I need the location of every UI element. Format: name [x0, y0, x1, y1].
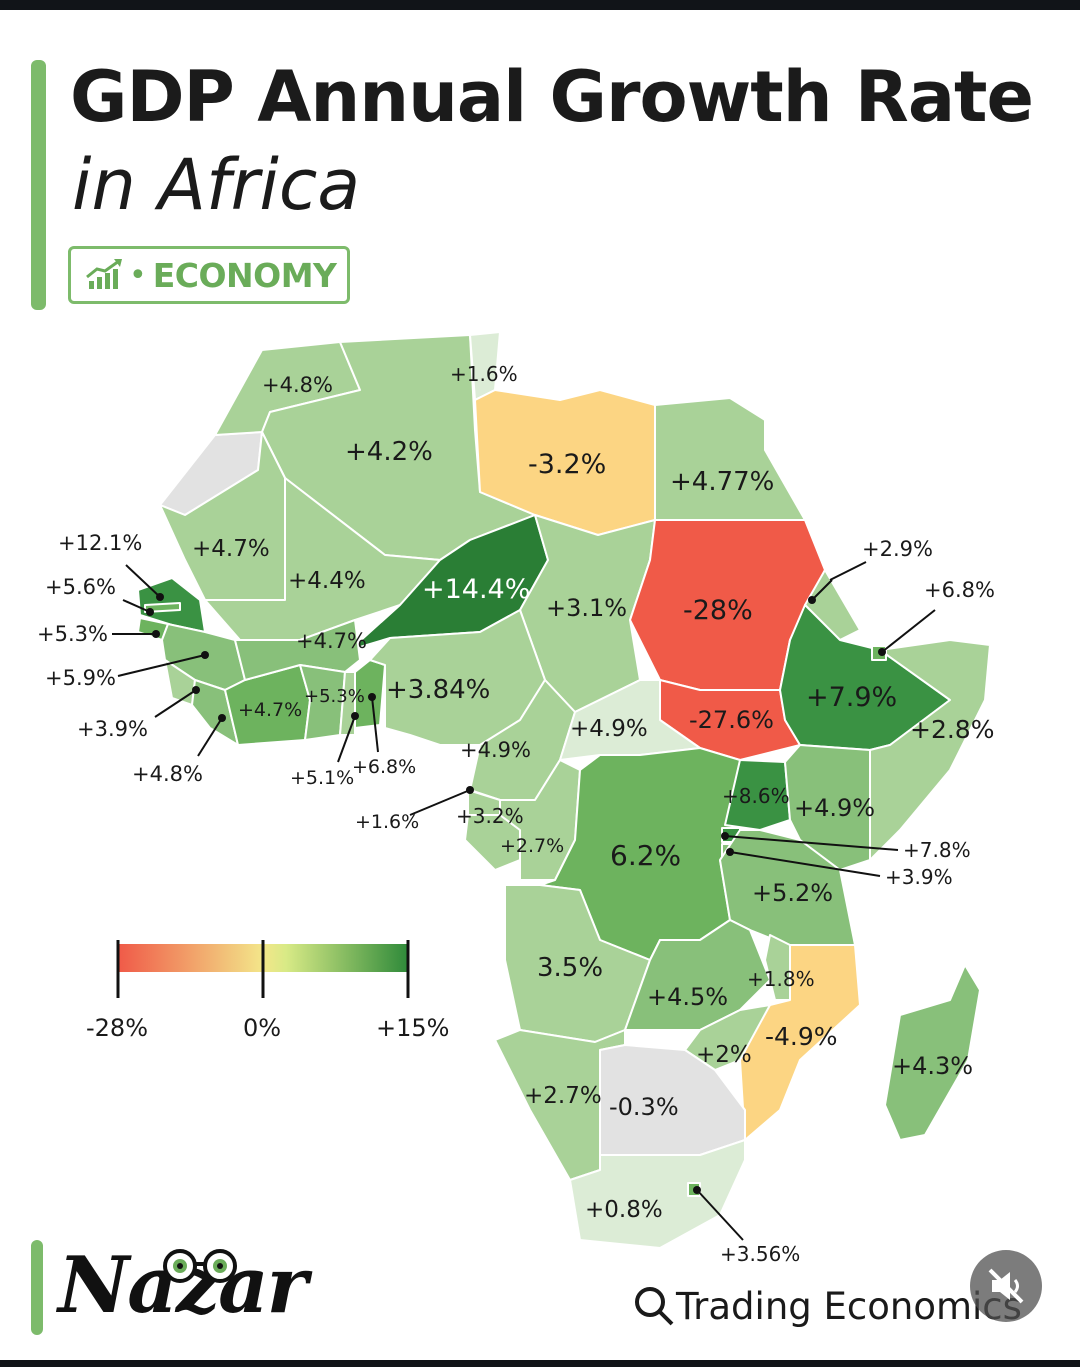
label-equatorial-guinea: +1.6% — [355, 811, 419, 833]
label-south-africa: +0.8% — [585, 1197, 663, 1223]
top-bar — [0, 0, 1080, 10]
title-accent-bar — [31, 60, 46, 310]
page-title: GDP Annual Growth Rate — [70, 56, 1034, 138]
label-malawi: +1.8% — [747, 967, 815, 991]
country-malawi — [764, 934, 791, 1001]
label-sierra-leone: +3.9% — [77, 717, 148, 741]
label-rwanda: +7.8% — [903, 838, 971, 862]
label-nigeria: +3.84% — [386, 675, 490, 705]
label-congo: +2.7% — [500, 835, 564, 857]
legend-mid-label: 0% — [243, 1014, 281, 1042]
label-somalia: +2.8% — [910, 715, 994, 744]
label-zimbabwe: +2% — [696, 1042, 752, 1068]
label-eritrea: +2.9% — [862, 537, 933, 561]
bottom-bar — [0, 1360, 1080, 1367]
label-liberia: +4.8% — [132, 762, 203, 786]
label-egypt: +4.77% — [670, 467, 774, 497]
eyeglasses-icon — [163, 1249, 237, 1283]
label-sudan: -28% — [683, 595, 753, 626]
label-algeria: +4.2% — [345, 437, 433, 467]
label-libya: -3.2% — [528, 449, 606, 480]
label-cameroon: +4.9% — [460, 738, 531, 762]
label-madagascar: +4.3% — [892, 1052, 973, 1080]
label-drc: 6.2% — [610, 839, 681, 872]
country-kenya — [784, 744, 871, 871]
search-icon — [635, 1287, 674, 1326]
label-south-sudan: -27.6% — [689, 706, 774, 734]
label-gambia: +5.6% — [45, 575, 116, 599]
leader-dots — [146, 593, 886, 1194]
label-chad: +3.1% — [546, 594, 627, 622]
category-badge: • ECONOMY — [68, 246, 350, 304]
label-botswana: -0.3% — [609, 1093, 679, 1121]
country-zambia — [624, 919, 771, 1031]
label-tanzania: +5.2% — [752, 879, 833, 907]
label-zambia: +4.5% — [647, 983, 728, 1011]
label-car: +4.9% — [570, 716, 648, 742]
brand-accent-bar — [31, 1240, 43, 1335]
country-somalia — [869, 639, 991, 861]
legend-max-label: +15% — [376, 1014, 449, 1042]
label-togo: +5.1% — [290, 767, 354, 789]
badge-label: ECONOMY — [152, 255, 337, 295]
label-mozambique: -4.9% — [765, 1022, 838, 1051]
country-shapes — [137, 331, 991, 1249]
growth-bar-chart-icon — [86, 259, 122, 289]
label-kenya: +4.9% — [794, 794, 875, 822]
label-mali: +4.4% — [288, 568, 366, 594]
country-uganda — [724, 759, 791, 831]
color-legend: -28% 0% +15% — [86, 940, 449, 1042]
label-senegal: +12.1% — [58, 531, 142, 555]
label-niger: +14.4% — [422, 574, 530, 605]
label-ghana: +5.3% — [304, 686, 365, 707]
map-value-labels: +4.8% +1.6% +4.2% -3.2% +4.77% +12.1% +4… — [37, 362, 995, 1266]
label-eswatini: +3.56% — [720, 1242, 800, 1266]
data-source: Trading Economics — [632, 1284, 1022, 1328]
label-cote-divoire: +4.7% — [238, 699, 302, 721]
country-ghana — [299, 664, 346, 741]
country-burkina-faso — [234, 619, 361, 681]
mute-button[interactable] — [970, 1250, 1042, 1322]
label-morocco: +4.8% — [262, 373, 333, 397]
brand-logo: Nazar — [58, 1240, 308, 1331]
muted-speaker-icon — [988, 1268, 1024, 1304]
label-namibia: +2.7% — [524, 1083, 602, 1109]
label-djibouti: +6.8% — [924, 578, 995, 602]
label-gabon: +3.2% — [456, 804, 524, 828]
country-south-africa — [569, 1139, 746, 1249]
source-label: Trading Economics — [676, 1284, 1022, 1328]
label-angola: 3.5% — [537, 953, 603, 983]
label-burundi: +3.9% — [885, 865, 953, 889]
label-burkina-faso: +4.7% — [296, 629, 367, 653]
country-togo — [339, 671, 356, 736]
label-uganda: +8.6% — [722, 784, 790, 808]
label-benin: +6.8% — [352, 756, 416, 778]
label-guinea: +5.9% — [45, 666, 116, 690]
label-tunisia: +1.6% — [450, 362, 518, 386]
country-madagascar — [884, 964, 981, 1141]
label-mauritania: +4.7% — [192, 536, 270, 562]
legend-min-label: -28% — [86, 1014, 148, 1042]
leader-lines — [112, 561, 936, 1241]
label-ethiopia: +7.9% — [806, 682, 897, 713]
label-guinea-bissau: +5.3% — [37, 622, 108, 646]
page-subtitle: in Africa — [72, 144, 361, 226]
country-egypt — [654, 397, 806, 521]
